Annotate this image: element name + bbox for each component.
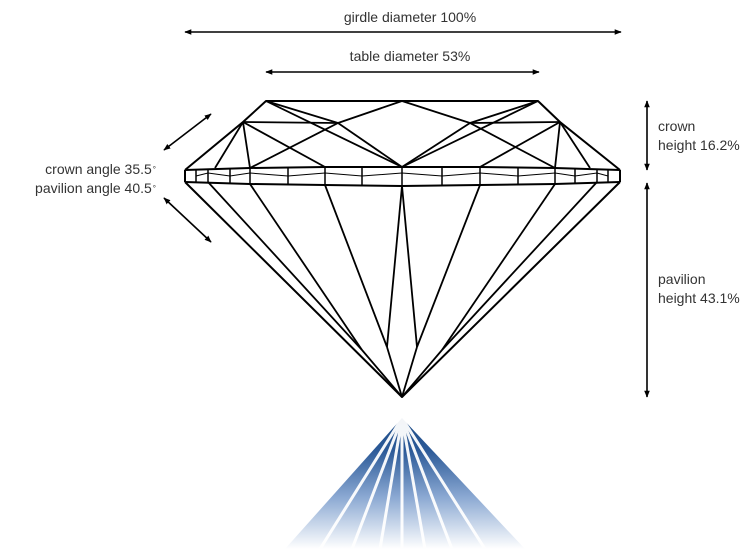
- crown-angle-label: crown angle 35.5: [45, 161, 152, 177]
- pavilion-facets: [207, 181, 598, 398]
- crown-facets: [214, 100, 591, 169]
- crown-angle-arrow: [163, 113, 212, 151]
- measurement-arrows: [163, 29, 650, 398]
- crown-angle-degree: °: [152, 165, 156, 174]
- pavilion-angle-label: pavilion angle 40.5: [35, 180, 152, 196]
- angles-label: crown angle 35.5° pavilion angle 40.5°: [4, 160, 156, 198]
- pavilion-angle-degree: °: [152, 184, 156, 193]
- pavilion-height-line-2: height 43.1%: [658, 290, 740, 306]
- light-beams: [285, 417, 525, 549]
- crown-height-line-2: height 16.2%: [658, 137, 740, 153]
- crown-height-label: crown height 16.2%: [658, 117, 740, 155]
- diamond-outline: [184, 100, 621, 398]
- girdle-diameter-label: girdle diameter 100%: [343, 9, 477, 25]
- pavilion-height-line-1: pavilion: [658, 271, 706, 287]
- pavilion-height-label: pavilion height 43.1%: [658, 270, 740, 308]
- pavilion-angle-arrow: [163, 197, 212, 243]
- girdle-facets: [195, 167, 609, 186]
- table-diameter-label: table diameter 53%: [349, 48, 471, 64]
- crown-height-line-1: crown: [658, 118, 696, 134]
